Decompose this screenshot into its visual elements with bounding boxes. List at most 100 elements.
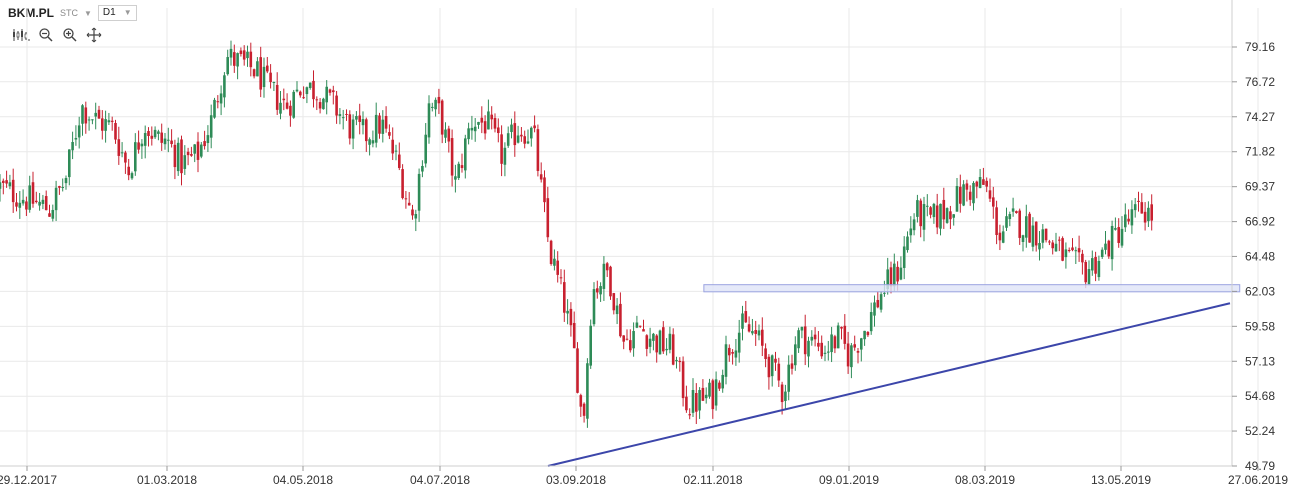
support-zone[interactable] bbox=[703, 284, 1241, 293]
candle-body bbox=[645, 335, 649, 349]
x-tick-label: 01.03.2018 bbox=[137, 473, 197, 487]
candle-body bbox=[104, 119, 107, 131]
candle-body bbox=[1117, 227, 1120, 243]
candle-body bbox=[1140, 202, 1144, 214]
candle-body bbox=[576, 348, 579, 393]
interval-dropdown[interactable]: D1 ▼ bbox=[97, 5, 137, 21]
candle-body bbox=[909, 228, 913, 236]
candle-body bbox=[767, 356, 771, 378]
quote-type-chevron-down-icon[interactable]: ▼ bbox=[84, 8, 92, 18]
candle-body bbox=[968, 191, 972, 200]
candle-body bbox=[893, 263, 896, 287]
candle-body bbox=[817, 342, 820, 347]
x-tick-label: 02.11.2018 bbox=[683, 473, 742, 487]
candle-body bbox=[530, 127, 533, 139]
candle-body bbox=[622, 335, 625, 342]
candle-body bbox=[820, 342, 823, 357]
candle-body bbox=[770, 355, 774, 377]
candle-body bbox=[757, 330, 761, 336]
candle-body bbox=[1087, 269, 1091, 285]
candle-body bbox=[1127, 218, 1130, 222]
candle-body bbox=[1143, 211, 1147, 223]
candle-body bbox=[516, 135, 520, 143]
candle-body bbox=[975, 181, 979, 187]
candle-body bbox=[279, 102, 282, 114]
y-tick-label: 64.48 bbox=[1245, 249, 1275, 263]
candle-body bbox=[800, 326, 804, 331]
candle-body bbox=[295, 89, 299, 92]
candle-body bbox=[190, 154, 193, 156]
candle-body bbox=[836, 325, 840, 349]
candle-body bbox=[737, 332, 741, 353]
candle-body bbox=[774, 358, 777, 363]
candle-body bbox=[1137, 200, 1140, 203]
candle-body bbox=[827, 351, 830, 353]
candle-body bbox=[813, 334, 817, 340]
candle-body bbox=[873, 302, 876, 316]
candle-body bbox=[1064, 249, 1068, 258]
y-tick-label: 66.92 bbox=[1245, 215, 1275, 229]
candle-type-icon[interactable] bbox=[12, 28, 30, 42]
candle-body bbox=[691, 390, 695, 413]
candle-body bbox=[1048, 241, 1051, 243]
zoom-in-icon[interactable] bbox=[62, 27, 78, 43]
candle-body bbox=[949, 211, 952, 220]
candle-body bbox=[1130, 209, 1134, 226]
candle-body bbox=[962, 184, 965, 206]
candle-body bbox=[959, 186, 962, 204]
candle-body bbox=[127, 166, 130, 176]
crosshair-icon[interactable] bbox=[86, 27, 102, 43]
candle-body bbox=[51, 209, 55, 219]
candle-body bbox=[91, 119, 94, 121]
candle-body bbox=[681, 361, 685, 399]
y-tick-label: 52.24 bbox=[1245, 424, 1275, 438]
candle-body bbox=[695, 393, 698, 412]
candle-body bbox=[985, 180, 988, 187]
candle-body bbox=[794, 344, 797, 366]
candle-body bbox=[473, 126, 477, 132]
candle-body bbox=[124, 152, 127, 163]
candle-body bbox=[209, 115, 213, 138]
candle-body bbox=[549, 240, 553, 264]
candle-body bbox=[94, 112, 97, 117]
candle-body bbox=[553, 258, 556, 266]
candle-body bbox=[648, 338, 652, 347]
quote-type-label[interactable]: STC bbox=[60, 8, 78, 18]
candle-body bbox=[1021, 235, 1025, 243]
candle-body bbox=[790, 363, 794, 369]
candle-body bbox=[876, 299, 880, 308]
candle-body bbox=[992, 197, 995, 207]
candle-body bbox=[569, 308, 573, 326]
candle-body bbox=[365, 119, 368, 142]
candle-body bbox=[596, 288, 599, 293]
trendline[interactable] bbox=[547, 302, 1231, 467]
candle-body bbox=[193, 144, 196, 154]
candle-body bbox=[315, 99, 319, 101]
candle-body bbox=[1150, 204, 1153, 221]
candle-body bbox=[579, 395, 583, 407]
candle-body bbox=[840, 326, 843, 329]
y-tick-label: 57.13 bbox=[1245, 354, 1275, 368]
candle-body bbox=[447, 128, 451, 142]
candle-body bbox=[1008, 214, 1012, 220]
candle-body bbox=[262, 66, 266, 88]
zoom-out-icon[interactable] bbox=[38, 27, 54, 43]
candle-body bbox=[219, 93, 223, 104]
candle-body bbox=[856, 351, 860, 353]
candle-body bbox=[117, 139, 121, 156]
candle-body bbox=[1084, 261, 1087, 283]
candle-body bbox=[239, 50, 243, 55]
candle-body bbox=[355, 116, 358, 120]
candle-body bbox=[751, 331, 754, 334]
candle-body bbox=[1081, 253, 1084, 263]
candle-body bbox=[487, 111, 490, 130]
candle-body bbox=[935, 205, 939, 228]
candle-body bbox=[599, 286, 602, 295]
candle-body bbox=[916, 200, 919, 217]
candle-body bbox=[31, 182, 35, 204]
candle-body bbox=[761, 329, 764, 346]
candle-body bbox=[424, 134, 427, 164]
candle-body bbox=[572, 322, 576, 349]
y-tick-label: 54.68 bbox=[1245, 389, 1275, 403]
